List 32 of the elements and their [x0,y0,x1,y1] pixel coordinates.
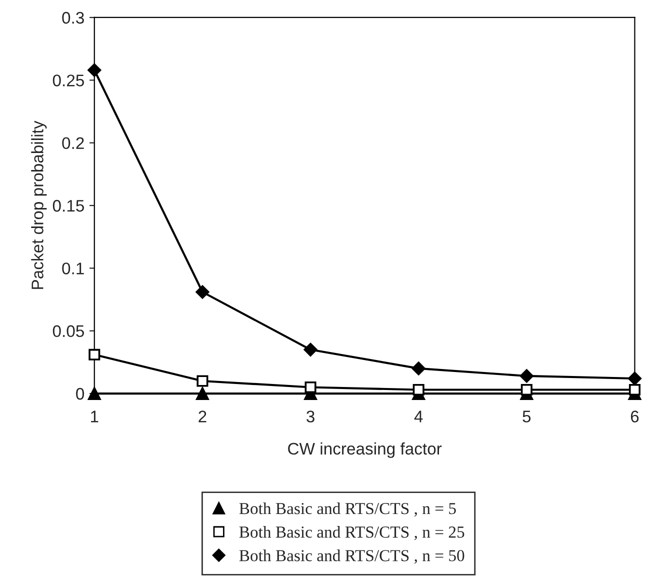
point [196,387,209,400]
legend-label: Both Basic and RTS/CTS , n = 25 [239,526,464,540]
point [628,372,642,386]
y-tick-label: 0.15 [52,200,84,212]
point [304,342,318,356]
point [88,387,101,400]
y-axis-title: Packet drop probability [31,120,47,289]
x-tick-label: 6 [630,410,639,422]
y-tick-label: 0.05 [52,325,84,338]
point [412,362,426,376]
x-tick-label: 5 [522,410,531,422]
x-axis-title: CW increasing factor [288,442,442,458]
point [88,63,102,77]
point [412,384,424,396]
x-tick-label: 3 [306,410,314,422]
y-tick-label: 0 [76,388,84,400]
y-tick-label: 0.1 [62,262,84,274]
x-tick-label: 1 [91,410,98,422]
x-tick-label: 4 [414,410,423,422]
point [520,369,534,383]
x-tick-label: 2 [198,410,206,422]
point [520,384,532,396]
point [196,375,208,387]
point [628,384,640,396]
point [304,381,316,394]
y-tick-label: 0.2 [62,137,84,150]
legend-label: Both Basic and RTS/CTS , n = 5 [239,502,456,517]
point [196,285,210,299]
y-tick-label: 0.3 [62,12,84,24]
point [88,348,100,360]
legend-label: Both Basic and RTS/CTS , n = 50 [239,550,464,564]
y-tick-label: 0.25 [52,74,84,86]
